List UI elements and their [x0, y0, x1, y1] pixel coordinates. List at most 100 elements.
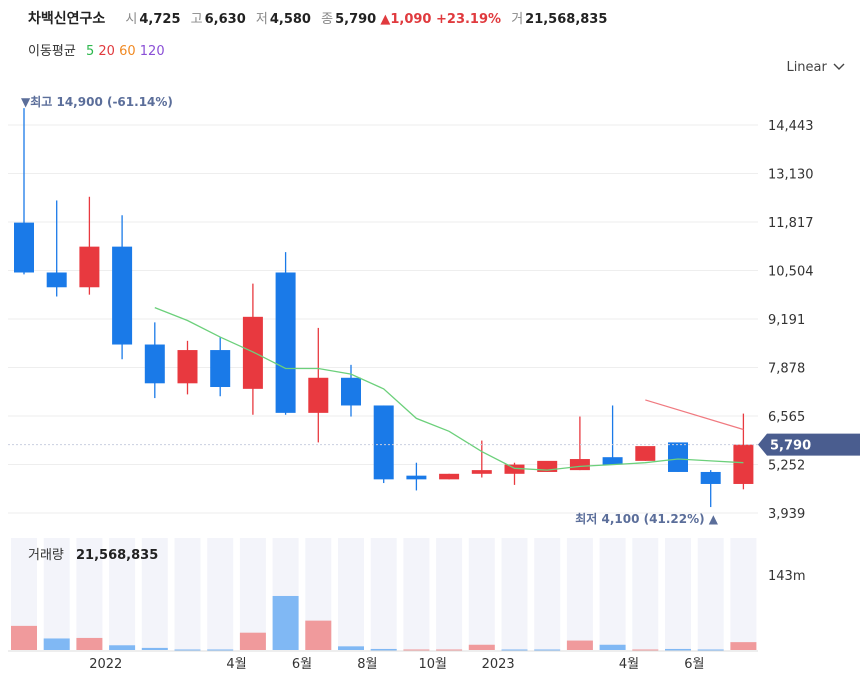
- y-tick-label: 13,130: [768, 168, 814, 183]
- volume-bar: [501, 649, 528, 651]
- y-tick-label: 7,878: [768, 362, 805, 377]
- volume-column-bg: [697, 538, 724, 650]
- volume-bar: [338, 646, 364, 650]
- ma-title: 이동평균: [28, 44, 76, 59]
- volume-column-bg: [370, 538, 397, 650]
- ma20-line: [645, 399, 744, 431]
- volume-bar: [436, 649, 463, 651]
- max-price-label: ▼최고 14,900 (-61.14%): [21, 94, 173, 109]
- candle-body: [504, 464, 525, 474]
- candle-body: [700, 471, 721, 484]
- volume-bar: [566, 640, 593, 650]
- change-value: ▲1,090 +23.19%: [380, 12, 502, 27]
- ma-60-label[interactable]: 60: [119, 44, 136, 59]
- volume-column-bg: [436, 538, 463, 650]
- volume-bar: [534, 649, 561, 651]
- volume-column-bg: [534, 538, 561, 650]
- current-price-tag: [758, 433, 860, 456]
- volume-bar: [468, 644, 495, 650]
- scale-select-button[interactable]: Linear: [786, 60, 845, 75]
- y-tick-label: 10,504: [768, 265, 814, 280]
- volume-bar: [239, 632, 266, 650]
- candle-body: [210, 350, 231, 388]
- x-tick-label: 6월: [684, 657, 704, 672]
- ma-20-label[interactable]: 20: [98, 44, 115, 59]
- volume-column-bg: [207, 538, 234, 650]
- open-value: 4,725: [139, 12, 181, 27]
- volume-bar: [43, 638, 70, 650]
- y-tick-label: 5,252: [768, 459, 805, 474]
- candle-body: [569, 459, 590, 471]
- x-tick-label: 6월: [292, 657, 312, 672]
- x-tick-label: 8월: [357, 657, 377, 672]
- x-tick-label: 4월: [226, 657, 246, 672]
- volume-bar: [697, 649, 724, 651]
- volume-bar: [11, 625, 37, 650]
- volume-tick-label: 143m: [768, 569, 805, 584]
- current-price-text: 5,790: [770, 439, 811, 454]
- volume-panel-label: 거래량: [28, 548, 64, 563]
- volume-bar: [305, 620, 332, 650]
- volume-column-bg: [141, 538, 168, 650]
- x-tick-label: 2023: [482, 657, 515, 672]
- low-label: 저: [255, 12, 268, 27]
- volume-label: 거: [511, 12, 524, 27]
- y-tick-label: 14,443: [768, 119, 814, 134]
- volume-bar: [207, 649, 234, 651]
- y-tick-label: 6,565: [768, 410, 805, 425]
- stock-name: 차백신연구소: [28, 11, 106, 27]
- volume-bar: [632, 649, 659, 651]
- close-label: 종: [321, 12, 334, 27]
- volume-column-bg: [239, 538, 266, 650]
- candle-body: [177, 350, 198, 384]
- volume-column-bg: [501, 538, 528, 650]
- volume-bar: [174, 649, 201, 651]
- volume-value: 21,568,835: [525, 12, 608, 27]
- candle-body: [341, 377, 361, 406]
- candle-body: [308, 377, 329, 413]
- candle-body: [406, 475, 427, 480]
- scale-label: Linear: [786, 60, 827, 75]
- moving-average-legend: 이동평균 5 20 60 120: [28, 40, 165, 59]
- close-value: 5,790: [335, 12, 377, 27]
- ma-120-label[interactable]: 120: [139, 44, 165, 59]
- ma-5-label[interactable]: 5: [85, 44, 95, 59]
- volume-column-bg: [338, 538, 364, 650]
- volume-bar: [76, 637, 103, 650]
- volume-bar: [665, 648, 691, 651]
- candle-body: [668, 442, 688, 472]
- ma5-line: [154, 306, 744, 471]
- candle-body: [537, 460, 558, 472]
- high-label: 고: [190, 12, 203, 27]
- volume-bar: [141, 647, 168, 650]
- volume-bar: [272, 595, 299, 650]
- volume-column-bg: [632, 538, 659, 650]
- candle-body: [112, 246, 133, 345]
- volume-bar: [730, 642, 757, 650]
- candle-body: [635, 446, 656, 461]
- low-value: 4,580: [269, 12, 311, 27]
- high-value: 6,630: [204, 12, 246, 27]
- candle-body: [242, 316, 263, 389]
- x-tick-label: 10월: [418, 657, 447, 672]
- volume-column-bg: [468, 538, 495, 650]
- volume-column-bg: [43, 538, 70, 650]
- candle-body: [373, 405, 394, 480]
- open-label: 시: [125, 12, 138, 27]
- candle-body: [439, 473, 460, 480]
- volume-column-bg: [599, 538, 626, 650]
- chevron-down-icon: [833, 63, 845, 70]
- volume-bar: [109, 645, 136, 650]
- volume-column-bg: [566, 538, 593, 650]
- volume-panel-value: 21,568,835: [76, 548, 158, 563]
- candle-body: [144, 344, 165, 384]
- x-tick-label: 2022: [89, 657, 122, 672]
- y-tick-label: 3,939: [768, 507, 805, 522]
- candle-body: [471, 470, 492, 474]
- stock-header: 차백신연구소 시 4,725 고 6,630 저 4,580 종 5,790 ▲1,09…: [28, 8, 607, 28]
- volume-column-bg: [76, 538, 103, 650]
- volume-column-bg: [730, 538, 757, 650]
- candle-body: [79, 246, 100, 288]
- min-price-label: 최저 4,100 (41.22%) ▲: [575, 511, 719, 526]
